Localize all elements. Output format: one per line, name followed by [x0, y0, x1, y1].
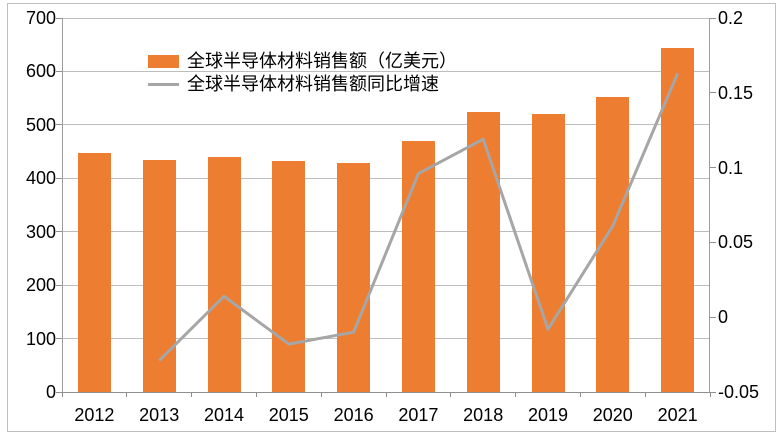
bar-2021 — [661, 48, 695, 392]
x-tick-label-2020: 2020 — [592, 405, 633, 425]
x-tick-label-2014: 2014 — [203, 405, 245, 425]
x-axis-tick-mark — [61, 392, 63, 397]
gridline-100 — [62, 338, 710, 340]
legend-sales-label: 全球半导体材料销售额（亿美元） — [187, 51, 457, 71]
legend-line-swatch-icon — [148, 83, 179, 86]
gridline-400 — [62, 177, 710, 179]
y-left-tick-label: 100 — [25, 328, 56, 349]
x-axis-tick-mark — [191, 392, 193, 397]
bar-2018 — [466, 111, 500, 392]
y-right-tick-mark — [710, 167, 716, 169]
gridline-700 — [62, 17, 710, 19]
x-axis-tick-mark — [385, 392, 387, 397]
y-left-tick-mark — [56, 231, 62, 233]
growth-line-svg — [158, 72, 679, 362]
y-left-tick-label: 0 — [45, 382, 56, 402]
x-axis-tick-mark — [515, 392, 517, 397]
gridline-500 — [62, 124, 710, 126]
right-axis-line — [709, 18, 710, 392]
left-axis-line — [62, 18, 63, 392]
x-axis-tick-mark — [644, 392, 646, 397]
y-right-tick-label: 0.1 — [718, 157, 744, 178]
bar-2019 — [531, 113, 565, 392]
x-axis-tick-mark — [255, 392, 257, 397]
y-left-tick-mark — [56, 70, 62, 72]
legend-item-sales: 全球半导体材料销售额（亿美元） — [148, 50, 457, 73]
x-tick-label-2016: 2016 — [333, 405, 374, 425]
legend-bar-swatch-icon — [148, 55, 179, 68]
bar-2017 — [401, 141, 435, 392]
y-left-tick-label: 700 — [25, 8, 56, 28]
gridline-200 — [62, 284, 710, 286]
y-right-tick-mark — [710, 316, 716, 318]
y-right-tick-label: 0.2 — [718, 8, 744, 28]
x-tick-label-2012: 2012 — [74, 405, 115, 425]
plot-area — [62, 17, 710, 393]
y-right-tick-mark — [710, 17, 716, 19]
x-tick-label-2013: 2013 — [139, 405, 180, 425]
x-axis-tick-mark — [579, 392, 581, 397]
y-left-tick-label: 300 — [25, 221, 56, 242]
x-tick-label-2021: 2021 — [657, 405, 698, 425]
bar-2016 — [337, 163, 371, 392]
bar-2013 — [142, 160, 176, 392]
y-left-tick-mark — [56, 284, 62, 286]
y-left-tick-mark — [56, 124, 62, 126]
legend-growth-label: 全球半导体材料销售额同比增速 — [187, 74, 439, 94]
y-right-tick-label: 0.15 — [718, 82, 754, 103]
x-axis-tick-mark — [709, 392, 711, 397]
x-tick-label-2019: 2019 — [527, 405, 569, 425]
y-right-tick-mark — [710, 92, 716, 94]
y-right-tick-mark — [710, 241, 716, 243]
y-left-tick-mark — [56, 17, 62, 19]
gridline-600 — [62, 70, 710, 72]
y-right-tick-label: 0 — [718, 307, 729, 328]
bar-2014 — [207, 156, 241, 392]
y-right-tick-mark — [710, 391, 716, 393]
x-tick-label-2017: 2017 — [398, 405, 439, 425]
bar-2015 — [272, 161, 306, 392]
y-left-tick-label: 500 — [25, 114, 56, 135]
y-right-tick-label: -0.05 — [718, 382, 760, 402]
legend: 全球半导体材料销售额（亿美元） 全球半导体材料销售额同比增速 — [148, 50, 457, 96]
x-axis-tick-mark — [320, 392, 322, 397]
y-left-tick-mark — [56, 338, 62, 340]
legend-item-growth: 全球半导体材料销售额同比增速 — [148, 73, 457, 96]
x-axis-tick-mark — [450, 392, 452, 397]
x-axis-tick-mark — [126, 392, 128, 397]
gridline-300 — [62, 231, 710, 233]
bar-2012 — [77, 153, 111, 392]
y-left-tick-label: 200 — [25, 275, 56, 296]
growth-line — [158, 72, 679, 362]
y-left-tick-label: 600 — [25, 61, 56, 82]
x-tick-label-2015: 2015 — [268, 405, 309, 425]
y-left-tick-mark — [56, 391, 62, 393]
y-left-tick-mark — [56, 177, 62, 179]
y-right-tick-label: 0.05 — [718, 232, 754, 253]
x-tick-label-2018: 2018 — [463, 405, 504, 425]
chart-border — [7, 3, 776, 432]
y-left-tick-label: 400 — [25, 168, 56, 189]
